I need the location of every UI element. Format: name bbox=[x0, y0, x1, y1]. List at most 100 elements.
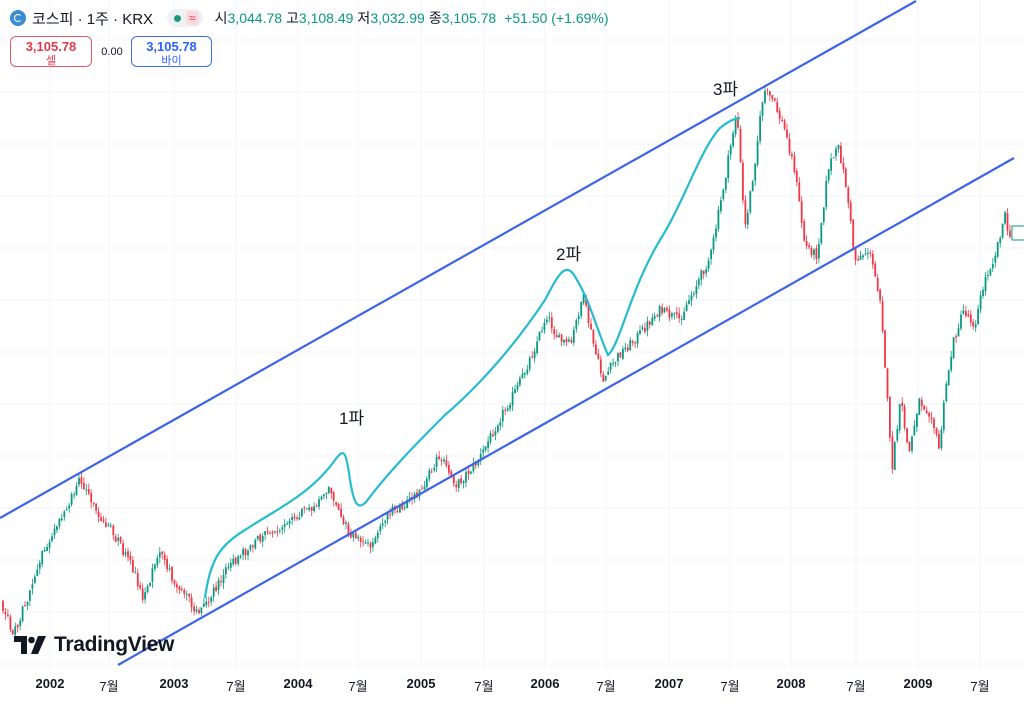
candle-body bbox=[401, 504, 404, 510]
buy-button[interactable]: 3,105.78 바이 bbox=[131, 36, 212, 67]
candle-body bbox=[622, 348, 624, 359]
candle-body bbox=[862, 255, 864, 258]
candle-body bbox=[41, 550, 44, 565]
candle-body bbox=[673, 313, 676, 315]
candle-body bbox=[974, 324, 977, 328]
candle-body bbox=[36, 569, 39, 577]
candle-body bbox=[65, 509, 68, 511]
candle-body bbox=[668, 309, 671, 318]
candle-body bbox=[195, 609, 198, 612]
candle-body bbox=[97, 511, 100, 517]
candle-body bbox=[188, 593, 191, 597]
candle-body bbox=[455, 484, 458, 488]
candle-body bbox=[408, 497, 411, 499]
candle-body bbox=[327, 487, 330, 493]
candle-body bbox=[484, 446, 487, 451]
candle-body bbox=[242, 549, 244, 556]
candle-body bbox=[648, 321, 651, 325]
candle-body bbox=[575, 320, 578, 330]
candle-body bbox=[286, 523, 289, 525]
candle-body bbox=[920, 399, 923, 406]
candle-body bbox=[425, 478, 428, 488]
candle-body bbox=[176, 584, 178, 588]
candle-body bbox=[967, 314, 970, 316]
candle-body bbox=[844, 168, 847, 188]
candle-body bbox=[497, 425, 499, 432]
candle-body bbox=[636, 333, 639, 344]
candle-body bbox=[85, 489, 88, 491]
candle-body bbox=[430, 471, 433, 473]
candle-body bbox=[158, 552, 161, 558]
candle-body bbox=[599, 359, 602, 374]
candle-body bbox=[117, 537, 120, 541]
candle-body bbox=[141, 588, 144, 600]
candle-body bbox=[95, 503, 97, 511]
candle-body bbox=[945, 383, 948, 401]
candle-body bbox=[629, 340, 632, 351]
candle-body bbox=[715, 228, 717, 238]
candle-body bbox=[555, 335, 558, 338]
candle-body bbox=[568, 339, 570, 342]
candle-body bbox=[127, 551, 129, 558]
candle-body bbox=[764, 90, 766, 103]
candle-body bbox=[533, 351, 536, 358]
high-label: 고 bbox=[286, 10, 299, 26]
candle-body bbox=[443, 459, 445, 462]
symbol-logo-icon bbox=[10, 10, 26, 26]
candle-body bbox=[144, 592, 146, 600]
candle-body bbox=[548, 317, 551, 319]
candle-body bbox=[903, 406, 906, 428]
candle-body bbox=[237, 556, 240, 564]
candle-body bbox=[487, 441, 489, 448]
candle-body bbox=[70, 494, 73, 505]
x-tick-label: 7월 bbox=[348, 679, 368, 694]
candle-body bbox=[149, 582, 151, 586]
candle-body bbox=[746, 212, 749, 225]
candle-body bbox=[83, 482, 85, 490]
candle-body bbox=[63, 511, 66, 518]
tradingview-logo[interactable]: TradingView bbox=[14, 633, 174, 657]
candle-body bbox=[538, 331, 541, 341]
candle-body bbox=[249, 545, 252, 550]
x-tick-label: 2006 bbox=[530, 676, 560, 691]
candle-body bbox=[477, 461, 480, 466]
candle-body bbox=[374, 537, 377, 544]
candle-body bbox=[989, 269, 992, 275]
candle-body bbox=[359, 537, 362, 542]
candle-body bbox=[190, 597, 193, 608]
candle-body bbox=[889, 396, 891, 438]
candle-body bbox=[597, 353, 600, 359]
candle-body bbox=[722, 189, 725, 199]
candle-body bbox=[479, 453, 482, 461]
candle-body bbox=[913, 425, 916, 436]
sell-button[interactable]: 3,105.78 셀 bbox=[10, 36, 92, 67]
candle-body bbox=[656, 315, 659, 317]
candle-body bbox=[509, 404, 511, 409]
candle-body bbox=[671, 313, 673, 317]
candle-body bbox=[928, 413, 930, 417]
candle-body bbox=[462, 481, 465, 484]
candle-body bbox=[563, 339, 565, 343]
candle-body bbox=[24, 605, 26, 607]
candle-body bbox=[119, 537, 122, 543]
x-tick-label: 2009 bbox=[903, 676, 933, 691]
candle-body bbox=[362, 541, 364, 543]
candle-body bbox=[521, 373, 524, 379]
candle-body bbox=[729, 145, 732, 155]
candle-body bbox=[200, 607, 203, 614]
candle-body bbox=[592, 329, 595, 344]
lower-channel-line[interactable] bbox=[117, 157, 1015, 666]
candle-body bbox=[580, 302, 583, 316]
symbol-title[interactable]: 코스피 · 1주 · KRX bbox=[32, 10, 154, 28]
candle-body bbox=[602, 374, 605, 382]
upper-channel-line[interactable] bbox=[0, 0, 917, 519]
x-tick-label: 7월 bbox=[99, 679, 119, 694]
candle-body bbox=[825, 180, 828, 207]
candle-body bbox=[614, 362, 617, 363]
candle-body bbox=[173, 580, 176, 584]
market-status-pill[interactable]: ≈ bbox=[167, 9, 203, 27]
candle-body bbox=[107, 524, 110, 526]
candle-body bbox=[163, 554, 166, 561]
candlestick-series bbox=[2, 86, 1011, 637]
